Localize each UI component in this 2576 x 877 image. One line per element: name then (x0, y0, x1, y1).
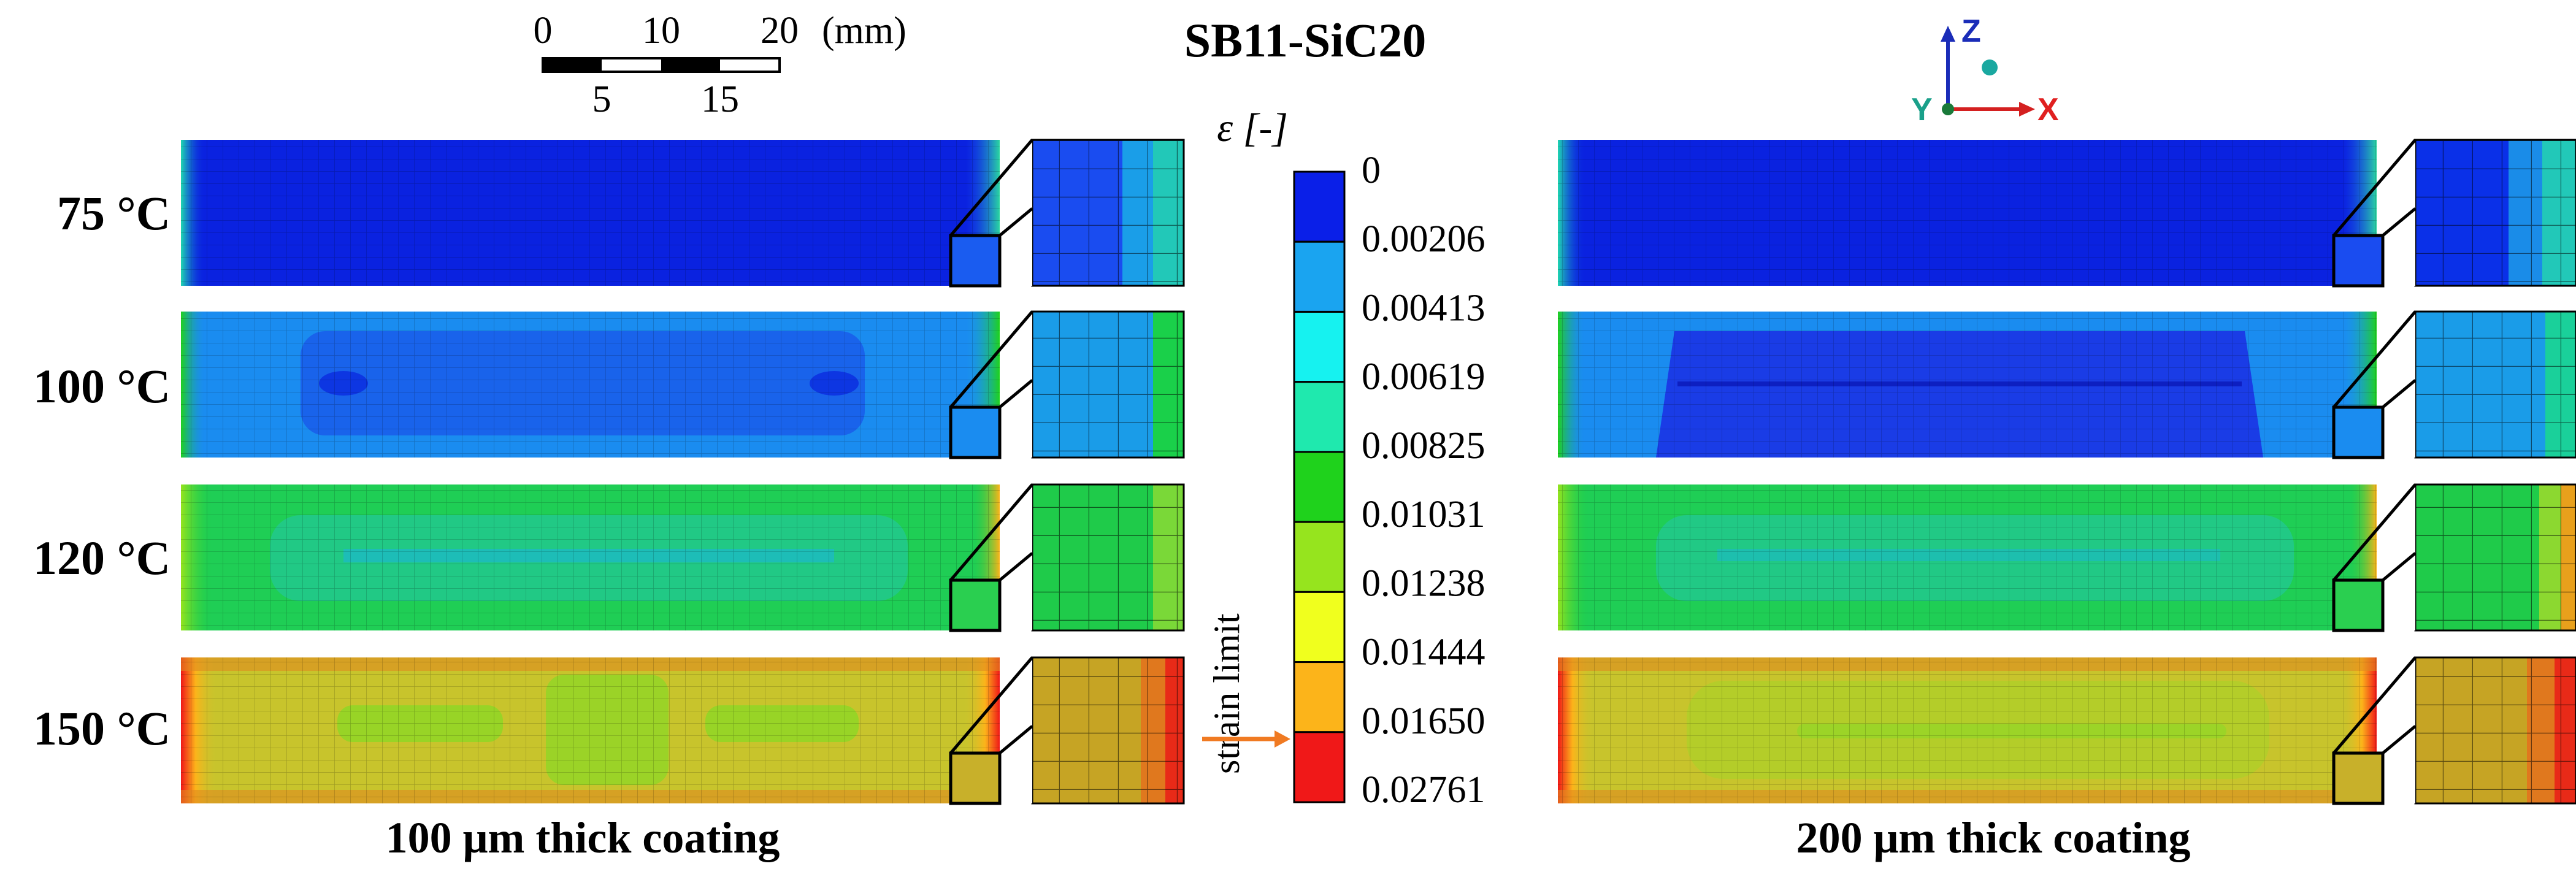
panel-100um: 100 μm thick coating (181, 139, 1185, 862)
origin-sphere (1982, 59, 1998, 75)
strain-map-100um-150c (181, 657, 1000, 803)
temp-label-150: 150 °C (33, 702, 171, 755)
caption-100um: 100 μm thick coating (386, 813, 780, 862)
legend-value-8: 0.01650 (1362, 700, 1485, 742)
temperature-labels: 75 °C 100 °C 120 °C 150 °C (33, 186, 171, 755)
legend-value-labels: 0 0.00206 0.00413 0.00619 0.00825 0.01031 0.01… (1362, 150, 1485, 811)
zoom-inset-200um-100c (2332, 310, 2576, 459)
legend-title: ε [-] (1217, 105, 1288, 150)
legend-swatch-1 (1293, 240, 1346, 313)
zoom-inset-100um-75c (949, 139, 1185, 288)
zoom-inset-100um-120c (949, 483, 1185, 632)
y-axis-label: Y (1911, 92, 1933, 128)
scale-label-0: 0 (534, 10, 553, 52)
legend-value-6: 0.01238 (1362, 562, 1485, 604)
legend-swatch-0 (1293, 170, 1346, 243)
legend-value-1: 0.00206 (1362, 218, 1485, 260)
caption-200um: 200 μm thick coating (1796, 813, 2191, 862)
legend-swatch-4 (1293, 451, 1346, 523)
axes-triad: Z Y X (1911, 13, 2059, 128)
zoom-inset-200um-150c (2332, 656, 2576, 805)
zoom-inset-100um-150c (949, 656, 1185, 805)
scale-label-10: 10 (642, 10, 680, 52)
x-axis-label: X (2037, 92, 2059, 128)
legend-colorbar (1293, 170, 1346, 803)
zoom-inset-200um-75c (2332, 139, 2576, 288)
zoom-inset-200um-120c (2332, 483, 2576, 632)
strain-map-200um-150c (1558, 657, 2377, 803)
strain-map-200um-120c (1558, 484, 2377, 630)
legend-swatch-2 (1293, 310, 1346, 383)
temp-label-100: 100 °C (33, 359, 171, 413)
scale-bar: 0 10 20 (mm) 5 15 (534, 10, 907, 120)
legend-swatch-5 (1293, 521, 1346, 593)
strain-legend: ε [-] 0 0.00206 0.00413 0.00619 0.00825 0.010… (1202, 105, 1485, 811)
legend-swatch-3 (1293, 381, 1346, 453)
strain-limit-label: strain limit (1206, 613, 1247, 774)
strain-map-100um-120c (181, 484, 1000, 630)
legend-swatch-8 (1293, 731, 1346, 803)
legend-value-4: 0.00825 (1362, 425, 1485, 467)
temp-label-75: 75 °C (57, 186, 171, 240)
strain-map-100um-75c (181, 140, 1000, 286)
scale-label-15: 15 (701, 79, 739, 120)
y-axis-dot (1942, 103, 1954, 115)
strain-limit-arrow (1202, 730, 1290, 748)
figure-title: SB11-SiC20 (1184, 13, 1426, 67)
scale-label-5: 5 (592, 79, 611, 120)
legend-value-9: 0.02761 (1362, 769, 1485, 811)
panel-200um: 200 μm thick coating (1558, 139, 2576, 862)
scale-unit: (mm) (822, 10, 907, 52)
zoom-inset-100um-100c (949, 310, 1185, 459)
strain-map-200um-75c (1558, 140, 2377, 286)
legend-value-3: 0.00619 (1362, 356, 1485, 398)
legend-value-0: 0 (1362, 150, 1381, 191)
legend-swatch-6 (1293, 591, 1346, 664)
legend-value-2: 0.00413 (1362, 287, 1485, 329)
z-axis-label: Z (1961, 13, 1981, 49)
strain-map-200um-100c (1558, 312, 2377, 458)
legend-value-7: 0.01444 (1362, 632, 1485, 673)
strain-map-100um-100c (181, 312, 1000, 458)
temp-label-120: 120 °C (33, 531, 171, 584)
legend-value-5: 0.01031 (1362, 494, 1485, 535)
legend-swatch-7 (1293, 661, 1346, 733)
scale-label-20: 20 (761, 10, 799, 52)
